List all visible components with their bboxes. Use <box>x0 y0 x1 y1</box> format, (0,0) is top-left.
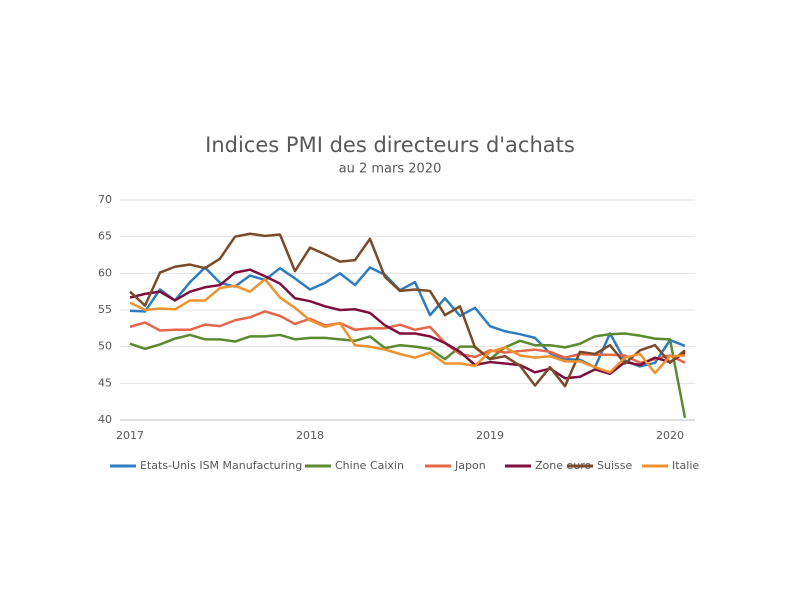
y-tick-label: 50 <box>98 340 112 353</box>
chart-title: Indices PMI des directeurs d'achats <box>205 133 575 157</box>
series-line <box>129 266 686 369</box>
legend-label: Zone euro <box>535 459 592 472</box>
x-tick-label: 2019 <box>476 429 504 442</box>
x-tick-label: 2018 <box>296 429 324 442</box>
y-tick-label: 55 <box>98 303 112 316</box>
series-line <box>129 277 686 375</box>
y-tick-label: 40 <box>98 413 112 426</box>
legend-label: Italie <box>672 459 699 472</box>
series-line <box>129 232 686 388</box>
chart-subtitle: au 2 mars 2020 <box>339 162 442 177</box>
y-tick-label: 45 <box>98 376 112 389</box>
legend-label: Chine Caixin <box>335 459 404 472</box>
legend-label: Suisse <box>597 459 632 472</box>
series-line <box>129 268 686 380</box>
series-line <box>129 332 687 419</box>
y-tick-label: 70 <box>98 193 112 206</box>
y-tick-label: 60 <box>98 266 112 279</box>
x-tick-label: 2020 <box>656 429 684 442</box>
y-tick-label: 65 <box>98 230 112 243</box>
x-tick-label: 2017 <box>116 429 144 442</box>
legend-label: Japon <box>454 459 486 472</box>
legend-label: Etats-Unis ISM Manufacturing <box>140 459 302 472</box>
